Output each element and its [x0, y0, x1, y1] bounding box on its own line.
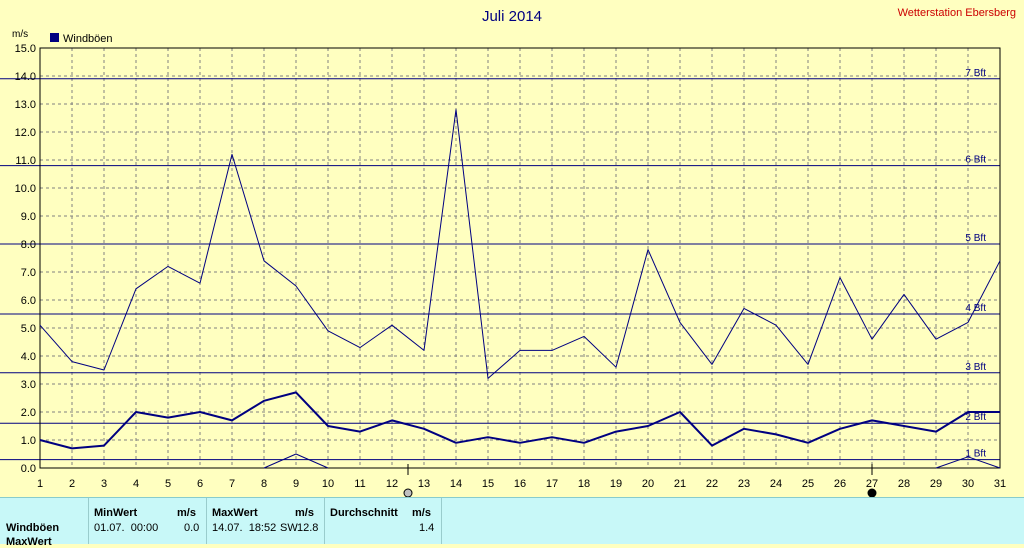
y-tick-label: 2.0	[21, 407, 36, 419]
y-tick-label: 0.0	[21, 463, 36, 475]
moon-full-icon	[403, 488, 413, 497]
series-lines	[39, 109, 1001, 469]
legend-label: Windböen	[63, 33, 113, 45]
max-time: 14.07. 18:52	[212, 522, 277, 534]
beaufort-label: 1 Bft	[965, 449, 986, 460]
y-tick-label: 1.0	[21, 435, 36, 447]
y-tick-label: 6.0	[21, 295, 36, 307]
axes: 0.01.02.03.04.05.06.07.08.09.010.011.012…	[15, 43, 1007, 490]
series-line-min	[935, 456, 1001, 469]
x-tick-label: 6	[197, 478, 203, 490]
min-time: 01.07. 00:00	[94, 522, 159, 534]
max-direction: SW	[280, 522, 298, 534]
y-tick-label: 8.0	[21, 239, 36, 251]
x-tick-label: 7	[229, 478, 235, 490]
x-tick-label: 10	[322, 478, 334, 490]
x-tick-label: 3	[101, 478, 107, 490]
x-tick-label: 28	[898, 478, 910, 490]
stats-divider	[324, 498, 325, 544]
row2-label: MaxWert	[6, 536, 52, 548]
x-tick-label: 27	[866, 478, 878, 490]
x-tick-label: 24	[770, 478, 782, 490]
x-tick-label: 8	[261, 478, 267, 490]
x-tick-label: 22	[706, 478, 718, 490]
y-tick-label: 14.0	[15, 71, 36, 83]
series-line-max	[39, 109, 1001, 379]
max-header: MaxWert	[212, 507, 258, 519]
series-line-min	[263, 453, 329, 469]
beaufort-label: 6 Bft	[965, 155, 986, 166]
stats-panel: MinWert m/s MaxWert m/s Durchschnitt m/s…	[0, 497, 1024, 548]
avg-value: 1.4	[419, 522, 435, 534]
min-header: MinWert	[94, 507, 138, 519]
stats-divider	[441, 498, 442, 544]
y-tick-label: 5.0	[21, 323, 36, 335]
y-tick-label: 3.0	[21, 379, 36, 391]
series-line-avg	[39, 391, 1000, 450]
x-tick-label: 23	[738, 478, 750, 490]
x-tick-label: 29	[930, 478, 942, 490]
y-tick-label: 4.0	[21, 351, 36, 363]
max-value: 12.8	[297, 522, 319, 534]
station-name: Wetterstation Ebersberg	[898, 7, 1016, 19]
moon-new-icon	[867, 488, 877, 497]
legend-swatch	[50, 33, 59, 42]
min-unit: m/s	[177, 507, 196, 519]
beaufort-lines: 1 Bft 2 Bft 3 Bft 4 Bft 5 Bft 6 Bft 7 Bft	[0, 68, 1000, 461]
x-tick-label: 11	[354, 478, 365, 490]
y-tick-label: 11.0	[15, 155, 36, 167]
x-tick-label: 14	[450, 478, 462, 490]
beaufort-label: 7 Bft	[965, 68, 986, 79]
y-tick-label: 12.0	[15, 127, 36, 139]
beaufort-label: 5 Bft	[965, 233, 986, 244]
x-tick-label: 19	[610, 478, 622, 490]
grid	[39, 47, 1001, 469]
beaufort-label: 2 Bft	[965, 412, 986, 423]
x-tick-label: 21	[674, 478, 686, 490]
max-unit: m/s	[295, 507, 314, 519]
min-value: 0.0	[184, 522, 200, 534]
row-label: Windböen	[6, 522, 60, 534]
legend: Windböen	[50, 33, 113, 45]
x-tick-label: 4	[133, 478, 139, 490]
stats-divider	[206, 498, 207, 544]
x-tick-label: 2	[69, 478, 75, 490]
x-tick-label: 26	[834, 478, 846, 490]
avg-header: Durchschnitt	[330, 507, 398, 519]
x-tick-label: 9	[293, 478, 299, 490]
x-tick-label: 17	[546, 478, 558, 490]
x-tick-label: 18	[578, 478, 590, 490]
x-tick-label: 1	[37, 478, 43, 490]
x-tick-label: 15	[482, 478, 494, 490]
x-tick-label: 30	[962, 478, 974, 490]
stats-divider	[88, 498, 89, 544]
y-tick-label: 9.0	[21, 211, 36, 223]
x-tick-label: 16	[514, 478, 526, 490]
y-tick-label: 13.0	[15, 99, 36, 111]
plot-frame	[39, 47, 1001, 469]
x-tick-label: 25	[802, 478, 814, 490]
x-tick-label: 20	[642, 478, 654, 490]
x-tick-label: 5	[165, 478, 171, 490]
y-tick-label: 10.0	[15, 183, 36, 195]
beaufort-label: 3 Bft	[965, 362, 986, 373]
moon-markers	[403, 464, 877, 497]
x-tick-label: 13	[418, 478, 430, 490]
x-tick-label: 12	[386, 478, 398, 490]
avg-unit: m/s	[412, 507, 431, 519]
x-tick-label: 31	[994, 478, 1006, 490]
beaufort-label: 4 Bft	[965, 303, 986, 314]
chart-title: Juli 2014	[482, 8, 542, 25]
y-tick-label: 15.0	[15, 43, 36, 55]
y-axis-unit: m/s	[12, 29, 28, 40]
y-tick-label: 7.0	[21, 267, 36, 279]
